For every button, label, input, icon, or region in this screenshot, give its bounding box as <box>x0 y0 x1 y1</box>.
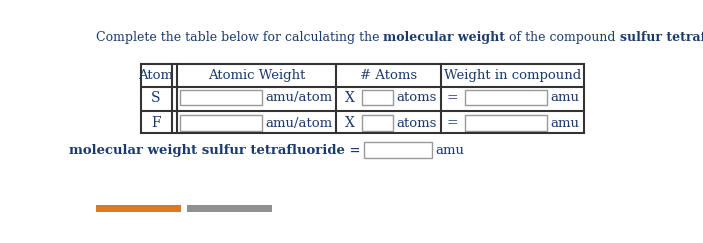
Text: atoms: atoms <box>396 91 437 104</box>
Text: X: X <box>345 91 355 105</box>
Text: Weight in compound: Weight in compound <box>444 69 581 82</box>
Text: amu/atom: amu/atom <box>265 91 332 104</box>
Text: atoms: atoms <box>396 117 437 130</box>
Text: # Atoms: # Atoms <box>360 69 417 82</box>
Bar <box>96 205 181 212</box>
Bar <box>141 64 584 133</box>
Text: Atomic Weight: Atomic Weight <box>208 69 305 82</box>
Text: amu: amu <box>550 91 579 104</box>
Text: =: = <box>446 91 458 105</box>
Bar <box>362 90 393 105</box>
Bar <box>465 90 547 105</box>
Bar <box>180 115 262 131</box>
Text: S: S <box>151 91 161 105</box>
Text: X: X <box>345 116 355 130</box>
Text: amu/atom: amu/atom <box>265 117 332 130</box>
Text: amu: amu <box>435 144 464 156</box>
Text: molecular weight sulfur tetrafluoride =: molecular weight sulfur tetrafluoride = <box>69 144 361 156</box>
Text: molecular weight: molecular weight <box>383 31 505 44</box>
Text: Complete the table below for calculating the: Complete the table below for calculating… <box>96 31 383 44</box>
Text: amu: amu <box>550 117 579 130</box>
Text: of the compound: of the compound <box>505 31 619 44</box>
Bar <box>363 142 432 158</box>
Bar <box>465 115 547 131</box>
Text: Atom: Atom <box>138 69 174 82</box>
Bar <box>362 115 393 131</box>
Bar <box>187 205 272 212</box>
Bar <box>180 90 262 105</box>
Text: F: F <box>151 116 161 130</box>
Text: sulfur tetrafluoride: sulfur tetrafluoride <box>619 31 703 44</box>
Text: =: = <box>446 116 458 130</box>
